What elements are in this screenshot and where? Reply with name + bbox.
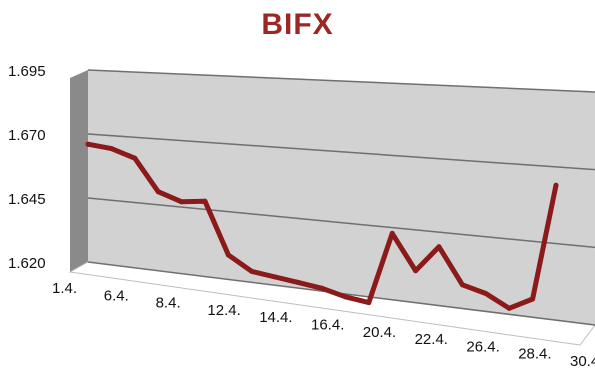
data-point — [296, 280, 302, 286]
data-point — [249, 268, 255, 274]
data-point — [132, 155, 138, 161]
data-point — [225, 252, 231, 258]
y-tick-label: 1.620 — [8, 255, 46, 272]
data-point — [272, 274, 278, 280]
data-point — [202, 198, 208, 204]
x-tick-label: 30.4. — [570, 353, 595, 370]
x-tick-label: 20.4. — [363, 324, 396, 341]
chart-title: BIFX — [261, 8, 334, 41]
data-point — [389, 230, 395, 236]
data-point — [155, 189, 161, 195]
y-tick-label: 1.695 — [8, 63, 46, 80]
data-point — [179, 199, 185, 205]
x-tick-label: 1.4. — [52, 280, 77, 297]
y-tick-label: 1.670 — [8, 127, 46, 144]
plot-back-wall — [88, 70, 595, 325]
plot-side-wall — [70, 70, 88, 272]
data-point — [413, 268, 419, 274]
data-point — [366, 300, 372, 306]
x-tick-label: 28.4. — [518, 346, 551, 363]
y-tick-label: 1.645 — [8, 191, 46, 208]
x-tick-label: 12.4. — [207, 302, 240, 319]
x-tick-label: 26.4. — [466, 338, 499, 355]
data-point — [459, 282, 465, 288]
x-tick-label: 22.4. — [415, 331, 448, 348]
data-point — [108, 146, 114, 152]
gridline — [87, 197, 595, 249]
gridline — [87, 133, 595, 171]
data-point — [483, 291, 489, 296]
data-point — [553, 182, 559, 188]
x-tick-label: 16.4. — [311, 317, 344, 334]
data-point — [85, 141, 91, 147]
plot-floor — [68, 261, 595, 346]
data-point — [319, 285, 325, 291]
gridline — [87, 69, 595, 93]
x-tick-label: 8.4. — [156, 295, 181, 312]
data-point — [436, 244, 442, 250]
data-point — [342, 294, 348, 300]
x-tick-label: 14.4. — [259, 309, 292, 326]
x-tick-label: 6.4. — [104, 287, 129, 304]
data-point — [506, 305, 512, 311]
data-point — [530, 296, 536, 302]
